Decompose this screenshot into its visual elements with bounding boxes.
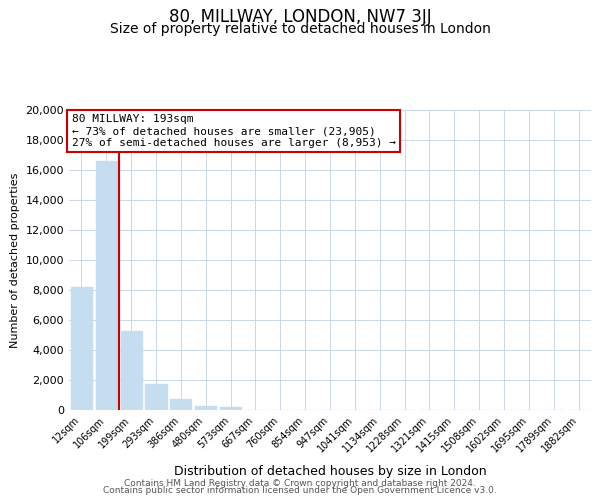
Bar: [96, 161, 117, 410]
Text: 80, MILLWAY, LONDON, NW7 3JJ: 80, MILLWAY, LONDON, NW7 3JJ: [169, 8, 431, 26]
Bar: [170, 399, 191, 410]
Bar: [220, 408, 241, 410]
Bar: [145, 384, 167, 410]
Text: Contains HM Land Registry data © Crown copyright and database right 2024.: Contains HM Land Registry data © Crown c…: [124, 478, 476, 488]
Text: Contains public sector information licensed under the Open Government Licence v3: Contains public sector information licen…: [103, 486, 497, 495]
Bar: [121, 330, 142, 410]
X-axis label: Distribution of detached houses by size in London: Distribution of detached houses by size …: [173, 465, 487, 478]
Bar: [195, 406, 216, 410]
Text: 80 MILLWAY: 193sqm
← 73% of detached houses are smaller (23,905)
27% of semi-det: 80 MILLWAY: 193sqm ← 73% of detached hou…: [71, 114, 395, 148]
Y-axis label: Number of detached properties: Number of detached properties: [10, 172, 20, 348]
Text: Size of property relative to detached houses in London: Size of property relative to detached ho…: [110, 22, 490, 36]
Bar: [71, 287, 92, 410]
